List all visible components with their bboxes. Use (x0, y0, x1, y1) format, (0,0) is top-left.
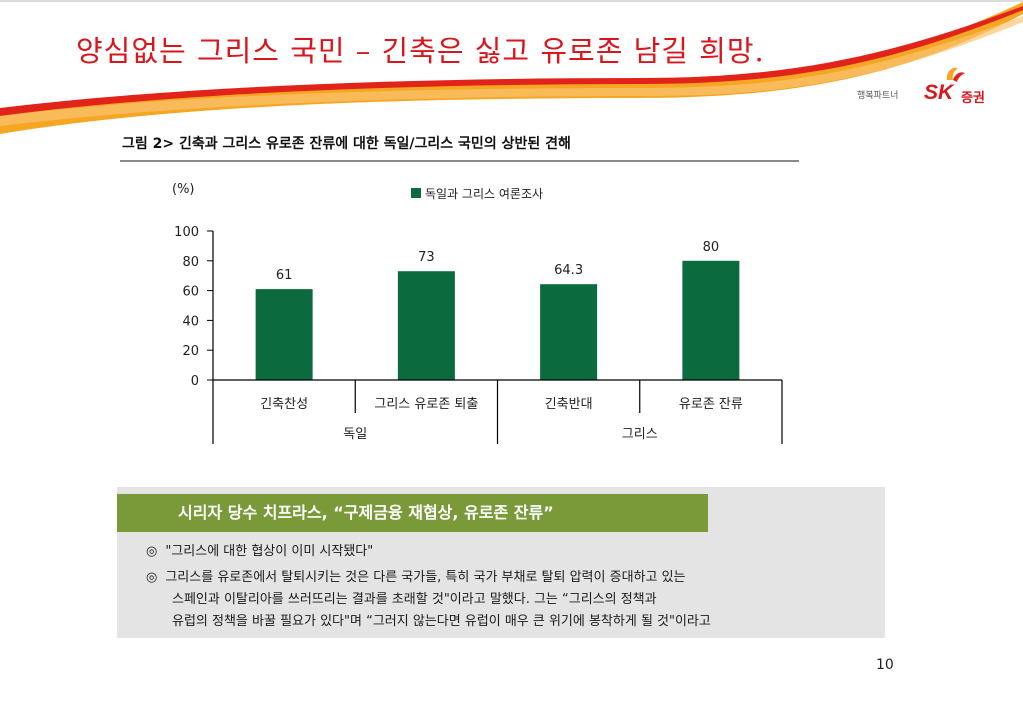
figure-title: 그림 2> 긴축과 그리스 유로존 잔류에 대한 독일/그리스 국민의 상반된 … (122, 136, 571, 152)
commentary-line-2: ◎ 그리스를 유로존에서 탈퇴시키는 것은 다른 국가들, 특히 국가 부채로 탈… (146, 566, 686, 585)
commentary-text: "그리스에 대한 협상이 이미 시작됐다" (165, 544, 374, 559)
commentary-line-3: 스페인과 이탈리아를 쓰러뜨리는 결과를 초래할 것"이라고 말했다. 그는 “… (172, 592, 657, 607)
y-tick-label: 40 (182, 314, 199, 329)
commentary-text: 그리스를 유로존에서 탈퇴시키는 것은 다른 국가들, 특히 국가 부채로 탈퇴… (165, 570, 686, 585)
brand-logo-suffix: 증권 (961, 91, 985, 106)
y-axis: 0 20 40 60 80 100 (174, 225, 214, 389)
bars-group: 61 73 64.3 80 (255, 240, 740, 380)
commentary-header: 시리자 당수 치프라스, “구제금융 재협상, 유로존 잔류” (117, 494, 708, 532)
bar (682, 260, 740, 380)
x-group-label: 그리스 (622, 427, 658, 442)
bullet-icon: ◎ (146, 570, 158, 585)
x-category-label: 그리스 유로존 퇴출 (374, 397, 478, 412)
figure-title-rule (120, 160, 799, 162)
y-tick-label: 20 (182, 344, 199, 359)
legend-label: 독일과 그리스 여론조사 (425, 187, 543, 201)
x-group-label: 독일 (343, 427, 367, 442)
y-tick-label: 60 (182, 285, 199, 300)
x-category-label: 유로존 잔류 (679, 397, 743, 412)
data-label: 80 (703, 240, 720, 255)
data-label: 73 (418, 250, 435, 265)
brand-tagline: 행복파트너 (857, 91, 899, 101)
sk-butterfly-logo-icon (946, 67, 965, 82)
bar (540, 284, 598, 380)
slide-title: 양심없는 그리스 국민 – 긴축은 싫고 유로존 남길 희망. (76, 34, 765, 68)
page-number: 10 (876, 657, 894, 673)
brand-logo-sk: SK (924, 81, 954, 104)
bullet-icon: ◎ (146, 544, 158, 559)
header-swoosh (0, 0, 1023, 134)
y-tick-label: 80 (182, 255, 199, 270)
x-category-label: 긴축반대 (545, 397, 593, 412)
bar (255, 289, 313, 380)
y-tick-label: 100 (174, 225, 199, 240)
bar (397, 271, 455, 380)
x-category-label: 긴축찬성 (260, 397, 308, 412)
y-axis-unit-label: (%) (172, 182, 195, 197)
legend-swatch (411, 188, 421, 198)
commentary-line-1: ◎ "그리스에 대한 협상이 이미 시작됐다" (146, 540, 373, 559)
commentary-line-4: 유럽의 정책을 바꿀 필요가 있다"며 “그러지 않는다면 유럽이 매우 큰 위… (172, 614, 711, 629)
y-tick-label: 0 (191, 374, 199, 389)
data-label: 64.3 (554, 263, 583, 278)
data-label: 61 (276, 268, 293, 283)
